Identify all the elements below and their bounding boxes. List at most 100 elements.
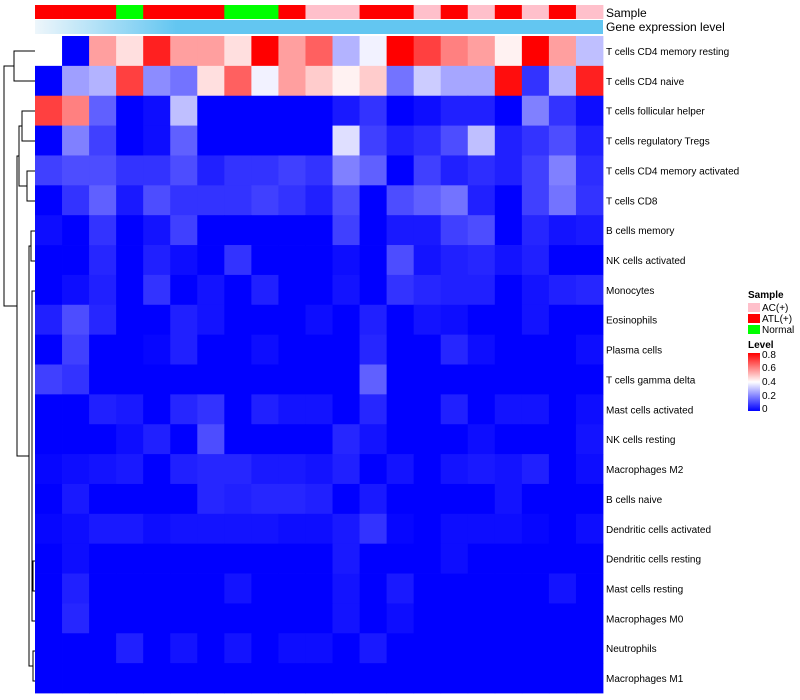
row-label: B cells memory xyxy=(606,226,674,237)
heatmap-cell xyxy=(224,483,252,515)
heatmap-cell xyxy=(305,573,333,604)
heatmap-cell xyxy=(197,603,225,634)
heatmap-cell xyxy=(575,543,604,574)
heatmap-cell xyxy=(521,274,550,306)
heatmap-cell xyxy=(467,633,496,664)
heatmap-cells xyxy=(35,36,604,694)
sample-annotation-cell xyxy=(170,5,198,19)
heatmap-cell xyxy=(116,513,144,545)
sample-annotation-cell xyxy=(62,5,90,19)
heatmap-cell xyxy=(62,95,90,126)
heatmap-cell xyxy=(251,274,279,306)
heatmap-cell xyxy=(467,185,496,216)
heatmap-cell xyxy=(224,245,252,276)
heatmap-cell xyxy=(116,245,144,276)
heatmap-cell xyxy=(359,155,388,186)
heatmap-cell xyxy=(413,513,442,545)
heatmap-cell xyxy=(467,513,496,545)
heatmap-cell xyxy=(197,334,225,365)
heatmap-cell xyxy=(170,424,198,455)
heatmap-cell xyxy=(413,95,442,126)
heatmap-cell xyxy=(170,95,198,126)
heatmap-cell xyxy=(548,513,577,545)
heatmap-cell xyxy=(521,65,550,97)
heatmap-cell xyxy=(386,304,415,336)
heatmap-cell xyxy=(170,274,198,306)
heatmap-cell xyxy=(197,95,225,126)
heatmap-cell xyxy=(548,304,577,336)
heatmap-cell xyxy=(35,304,63,336)
sample-annotation-cell xyxy=(224,5,252,19)
heatmap-cell xyxy=(143,424,171,455)
heatmap-cell xyxy=(278,364,306,395)
heatmap-cell xyxy=(278,245,306,276)
heatmap-cell xyxy=(197,65,225,97)
heatmap-cell xyxy=(440,334,469,365)
row-label: Dendritic cells resting xyxy=(606,555,701,566)
heatmap-cell xyxy=(35,334,63,365)
heatmap-cell xyxy=(305,603,333,634)
heatmap-cell xyxy=(359,125,388,156)
heatmap-cell xyxy=(305,424,333,455)
heatmap-cell xyxy=(548,274,577,306)
heatmap-cell xyxy=(413,185,442,216)
sample-track-label: Sample xyxy=(606,6,647,20)
heatmap-cell xyxy=(413,36,442,67)
heatmap-cell xyxy=(143,245,171,276)
heatmap-cell xyxy=(521,185,550,216)
row-label: Plasma cells xyxy=(606,346,662,357)
heatmap-cell xyxy=(413,454,442,485)
heatmap-cell xyxy=(305,454,333,485)
heatmap-cell xyxy=(359,424,388,455)
heatmap-cell xyxy=(440,215,469,246)
heatmap-cell xyxy=(35,245,63,276)
heatmap-cell xyxy=(467,65,496,97)
heatmap-cell xyxy=(521,633,550,664)
heatmap-cell xyxy=(170,245,198,276)
heatmap-cell xyxy=(440,155,469,186)
heatmap-cell xyxy=(62,394,90,425)
heatmap-cell xyxy=(116,215,144,246)
heatmap-cell xyxy=(440,185,469,216)
heatmap-cell xyxy=(62,513,90,545)
sample-annotation-cell xyxy=(143,5,171,19)
heatmap-cell xyxy=(224,543,252,574)
heatmap-cell xyxy=(170,573,198,604)
sample-annotation-track xyxy=(35,5,604,19)
heatmap-cell xyxy=(359,603,388,634)
heatmap-cell xyxy=(440,633,469,664)
heatmap-cell xyxy=(35,155,63,186)
heatmap-cell xyxy=(440,245,469,276)
heatmap-cell xyxy=(224,95,252,126)
heatmap-cell xyxy=(440,125,469,156)
heatmap-cell xyxy=(62,125,90,156)
heatmap-cell xyxy=(143,95,171,126)
heatmap-cell xyxy=(440,513,469,545)
heatmap-cell xyxy=(494,95,523,126)
row-label: NK cells resting xyxy=(606,435,675,446)
heatmap-cell xyxy=(143,155,171,186)
heatmap-cell xyxy=(521,543,550,574)
heatmap-cell xyxy=(332,633,360,664)
heatmap-cell xyxy=(467,95,496,126)
heatmap-cell xyxy=(62,364,90,395)
row-label: Neutrophils xyxy=(606,644,657,655)
heatmap-cell xyxy=(359,394,388,425)
heatmap-cell xyxy=(278,185,306,216)
heatmap-cell xyxy=(548,155,577,186)
heatmap-cell xyxy=(62,36,90,67)
heatmap-cell xyxy=(332,364,360,395)
heatmap-cell xyxy=(62,663,90,694)
heatmap-cell xyxy=(332,155,360,186)
heatmap-cell xyxy=(575,483,604,515)
heatmap-cell xyxy=(251,633,279,664)
heatmap-cell xyxy=(332,334,360,365)
sample-annotation-cell xyxy=(575,5,604,19)
heatmap-cell xyxy=(116,334,144,365)
heatmap-cell xyxy=(521,95,550,126)
heatmap-cell xyxy=(305,245,333,276)
heatmap-cell xyxy=(305,513,333,545)
heatmap-cell xyxy=(548,185,577,216)
heatmap-cell xyxy=(332,185,360,216)
heatmap-cell xyxy=(116,304,144,336)
